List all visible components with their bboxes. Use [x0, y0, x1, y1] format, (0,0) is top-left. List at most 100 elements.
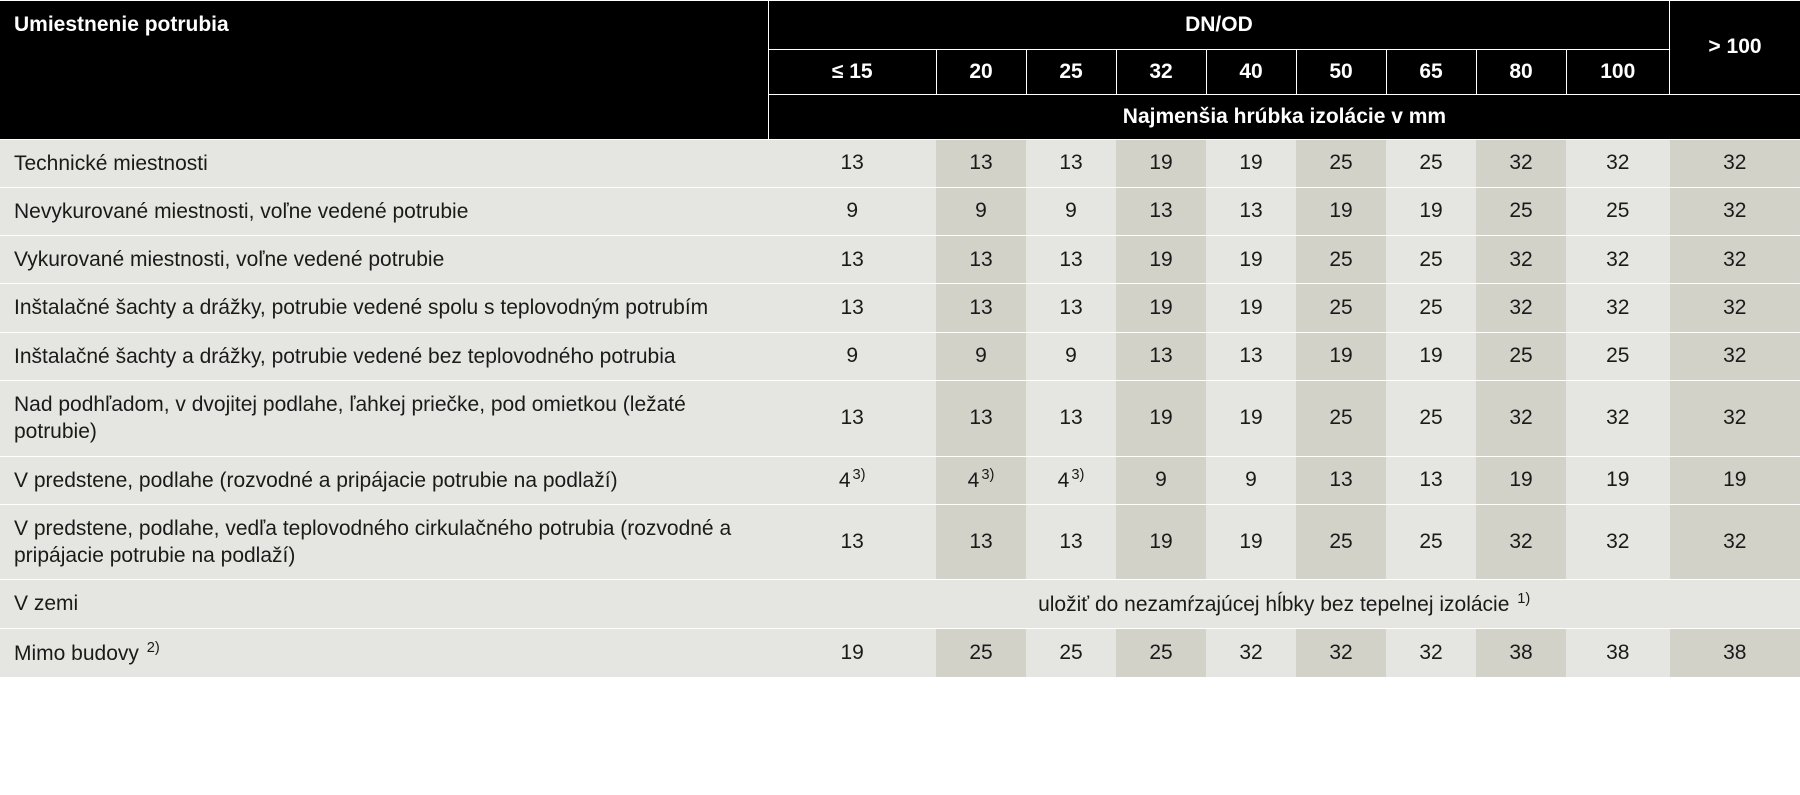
value-cell: 19 [1296, 187, 1386, 235]
value-cell: 13 [936, 139, 1026, 187]
value-cell: 25 [1296, 139, 1386, 187]
value-cell: 9 [936, 332, 1026, 380]
value-cell: 25 [1566, 187, 1670, 235]
value-cell: 13 [1206, 187, 1296, 235]
value-cell: 19 [1116, 284, 1206, 332]
value-cell: 9 [768, 332, 936, 380]
value-cell: 13 [936, 236, 1026, 284]
value-cell: 32 [1566, 139, 1670, 187]
header-col-6: 65 [1386, 49, 1476, 94]
value-cell: 32 [1670, 284, 1800, 332]
value-cell: 32 [1476, 380, 1566, 456]
value-cell: 25 [1566, 332, 1670, 380]
value-cell: 19 [1386, 332, 1476, 380]
value-cell: 25 [1476, 187, 1566, 235]
table-row: Inštalačné šachty a drážky, potrubie ved… [0, 284, 1800, 332]
value-cell: 32 [1670, 380, 1800, 456]
row-label: Mimo budovy 2) [0, 628, 768, 677]
header-dnod: DN/OD [768, 1, 1669, 50]
value-cell: 13 [768, 504, 936, 580]
value-cell: 25 [936, 628, 1026, 677]
value-cell: 13 [936, 380, 1026, 456]
value-cell: 13 [1026, 139, 1116, 187]
value-cell: 25 [1296, 284, 1386, 332]
value-cell: 13 [1116, 332, 1206, 380]
value-cell: 38 [1566, 628, 1670, 677]
value-cell: 19 [1670, 456, 1800, 504]
value-cell: 13 [936, 284, 1026, 332]
value-cell: 9 [1026, 187, 1116, 235]
value-cell: 32 [1670, 332, 1800, 380]
value-cell: 13 [768, 139, 936, 187]
value-cell: 13 [768, 380, 936, 456]
value-cell: 13 [1026, 284, 1116, 332]
value-cell: 13 [1386, 456, 1476, 504]
header-col-3: 32 [1116, 49, 1206, 94]
value-cell: 32 [1386, 628, 1476, 677]
value-cell: 19 [1206, 284, 1296, 332]
value-cell: 9 [1206, 456, 1296, 504]
value-cell: 43) [768, 456, 936, 504]
value-cell: 13 [1026, 236, 1116, 284]
header-col-2: 25 [1026, 49, 1116, 94]
row-label: Technické miestnosti [0, 139, 768, 187]
value-cell: 19 [1206, 236, 1296, 284]
value-cell: 19 [1116, 504, 1206, 580]
value-cell: 13 [1296, 456, 1386, 504]
table-row: Inštalačné šachty a drážky, potrubie ved… [0, 332, 1800, 380]
value-cell: 32 [1476, 139, 1566, 187]
header-col-7: 80 [1476, 49, 1566, 94]
table-body: Technické miestnosti13131319192525323232… [0, 139, 1800, 677]
table-row: V predstene, podlahe, vedľa teplovodného… [0, 504, 1800, 580]
header-col-0: ≤ 15 [768, 49, 936, 94]
value-cell: 32 [1206, 628, 1296, 677]
table-row: V zemiuložiť do nezamŕzajúcej hĺbky bez … [0, 580, 1800, 628]
value-cell: 25 [1116, 628, 1206, 677]
table-row: Mimo budovy 2)19252525323232383838 [0, 628, 1800, 677]
table-header: Umiestnenie potrubia DN/OD > 100 ≤ 15202… [0, 1, 1800, 140]
value-cell: 32 [1670, 139, 1800, 187]
value-cell: 32 [1296, 628, 1386, 677]
value-cell: 19 [1476, 456, 1566, 504]
header-min-thickness: Najmenšia hrúbka izolácie v mm [768, 94, 1800, 139]
header-col-8: 100 [1566, 49, 1670, 94]
table-row: Vykurované miestnosti, voľne vedené potr… [0, 236, 1800, 284]
value-cell: 32 [1670, 236, 1800, 284]
value-cell: 25 [1476, 332, 1566, 380]
table-row: Technické miestnosti13131319192525323232 [0, 139, 1800, 187]
value-cell: 38 [1670, 628, 1800, 677]
value-cell: 9 [1116, 456, 1206, 504]
value-cell: 13 [1116, 187, 1206, 235]
value-cell: 38 [1476, 628, 1566, 677]
value-cell: 25 [1296, 236, 1386, 284]
table-row: Nad podhľadom, v dvojitej podlahe, ľahke… [0, 380, 1800, 456]
value-cell: 9 [768, 187, 936, 235]
value-cell: 13 [1026, 504, 1116, 580]
row-label: Nevykurované miestnosti, voľne vedené po… [0, 187, 768, 235]
value-cell: 32 [1566, 504, 1670, 580]
header-col-5: 50 [1296, 49, 1386, 94]
value-cell: 19 [1116, 236, 1206, 284]
value-cell: 9 [936, 187, 1026, 235]
value-cell: 32 [1566, 236, 1670, 284]
value-cell: 19 [1296, 332, 1386, 380]
row-label: Vykurované miestnosti, voľne vedené potr… [0, 236, 768, 284]
value-cell: 25 [1386, 139, 1476, 187]
value-cell: 25 [1386, 236, 1476, 284]
value-cell: 25 [1386, 504, 1476, 580]
value-cell: 25 [1026, 628, 1116, 677]
value-cell: 19 [1386, 187, 1476, 235]
value-cell: 19 [1206, 504, 1296, 580]
value-cell: 25 [1386, 380, 1476, 456]
row-label: Nad podhľadom, v dvojitej podlahe, ľahke… [0, 380, 768, 456]
row-label: Inštalačné šachty a drážky, potrubie ved… [0, 284, 768, 332]
value-cell: 13 [768, 284, 936, 332]
table-row: V predstene, podlahe (rozvodné a pripája… [0, 456, 1800, 504]
value-cell: 19 [1116, 380, 1206, 456]
value-cell: 32 [1476, 284, 1566, 332]
value-cell: 32 [1566, 380, 1670, 456]
value-cell: 32 [1476, 236, 1566, 284]
header-col-4: 40 [1206, 49, 1296, 94]
value-cell: 19 [1206, 139, 1296, 187]
value-cell: 43) [1026, 456, 1116, 504]
